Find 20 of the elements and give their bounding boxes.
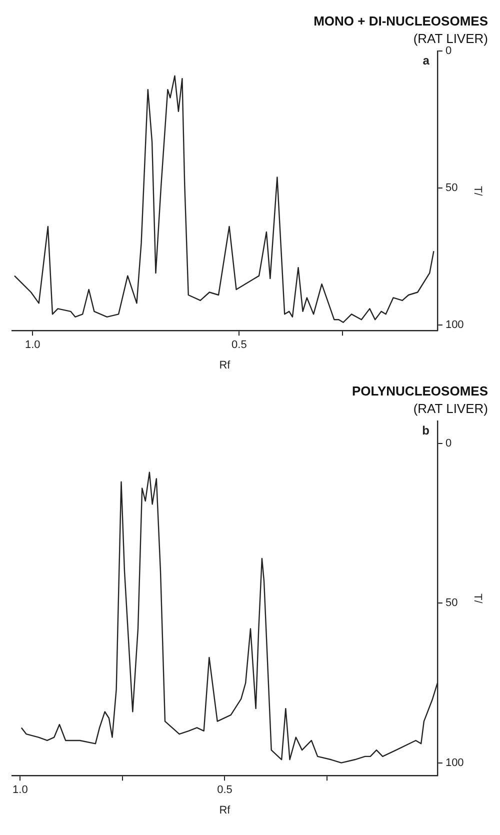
y-tick-label: 0 <box>445 438 452 450</box>
x-tick-label: 1.0 <box>25 339 40 352</box>
x-axis-title: Rf <box>219 804 232 816</box>
y-tick-label: 50 <box>445 597 458 610</box>
x-axis-title: Rf <box>219 359 232 372</box>
y-tick-label: 50 <box>445 182 458 194</box>
annotation: a <box>422 54 430 68</box>
chart-title: POLYNUCLEOSOMES <box>352 383 488 398</box>
y-tick-label: 100 <box>445 756 464 769</box>
chart-title: MONO + DI-NUCLEOSOMES <box>314 13 488 28</box>
x-tick-label: 0.5 <box>232 339 247 352</box>
y-axis-title: T/ <box>471 186 484 197</box>
y-tick-label: 100 <box>445 319 464 332</box>
chart-subtitle: (RAT LIVER) <box>413 30 488 46</box>
x-tick-label: 1.0 <box>12 784 28 796</box>
annotation: b <box>422 424 430 438</box>
y-tick-label: 0 <box>445 45 452 58</box>
y-axis-title: T/ <box>471 594 484 604</box>
x-tick-label: 0.5 <box>217 784 232 796</box>
chart-subtitle: (RAT LIVER) <box>413 400 488 416</box>
